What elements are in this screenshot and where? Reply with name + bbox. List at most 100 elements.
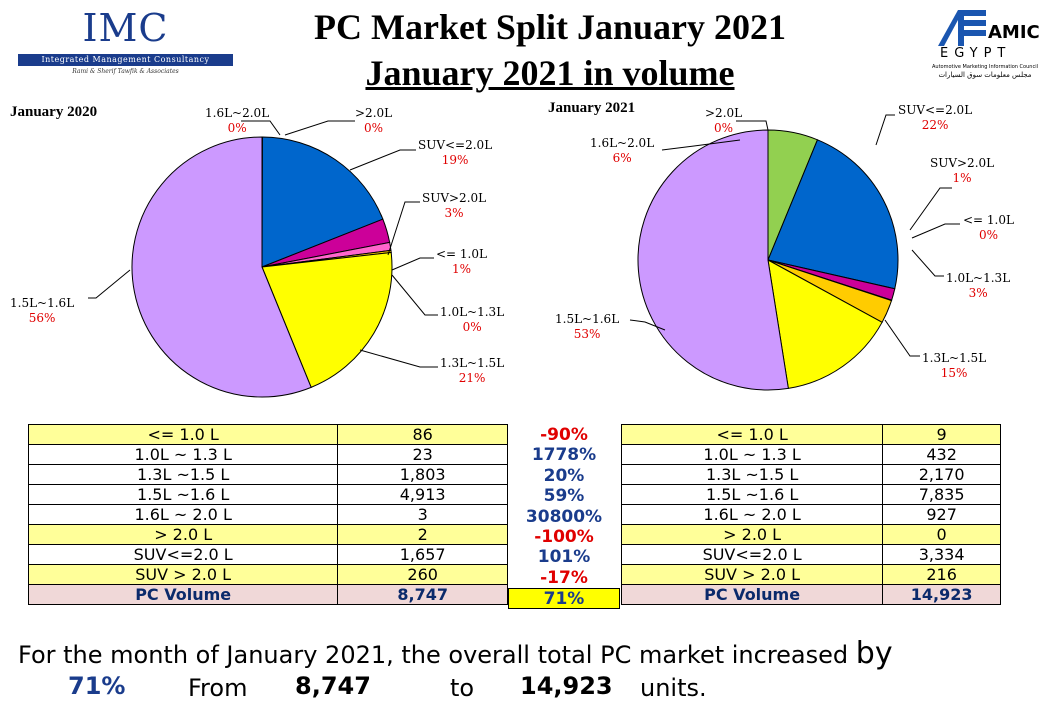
leader-2020-1.6-2.0 [241,120,281,136]
amic-logo: AMIC EGYPT Automotive Marketing Informat… [918,6,1048,82]
value-cell: 0 [882,524,1001,545]
total-value-cell: 14,923 [882,584,1001,605]
leader-2020-suv-gt2.0 [387,201,420,256]
summary-by: by [855,636,893,671]
value-cell: 2,170 [882,464,1001,485]
table-row: <= 1.0 L 86 [27,424,508,445]
page-title-line1: PC Market Split January 2021 [314,7,786,47]
pie-chart-2021 [637,129,899,391]
segment-cell: SUV<=2.0 L [620,544,884,565]
value-cell: 3,334 [882,544,1001,565]
imc-logo-title: IMC [82,6,169,50]
value-cell: 260 [337,564,508,585]
segment-cell: 1.5L ~1.6 L [620,484,884,505]
imc-logo-subtitle: Integrated Management Consultancy [18,54,233,66]
pie-label-2021-suv-gt2.0: SUV>2.0L 1% [930,156,995,185]
leader-2021-le1.0 [911,223,960,239]
segment-cell: > 2.0 L [27,524,339,545]
summary-line1: For the month of January 2021, the overa… [18,636,893,671]
pie-label-2021-suv-le2.0: SUV<=2.0L 22% [898,103,973,132]
segment-cell: > 2.0 L [620,524,884,545]
table-row: 1.5L ~1.6 L 4,913 [27,484,508,505]
value-cell: 4,913 [337,484,508,505]
total-label-cell: PC Volume [27,584,339,605]
summary-from-label: From [188,674,248,702]
pie-label-2021-1.6-2.0: 1.6L~2.0L 6% [590,136,655,165]
value-cell: 216 [882,564,1001,585]
total-change-cell: 71% [508,588,620,609]
change-column: -90% 1778% 20% 59% 30800% -100% 101% -17… [508,425,620,609]
leader-2021-1.6-2.0 [661,139,741,151]
value-cell: 2 [337,524,508,545]
pie-label-2021-1.5-1.6: 1.5L~1.6L 53% [555,312,620,341]
pie-slice-SUV-2.0L [767,139,899,290]
leader-2021-1.3-1.5 [884,319,920,357]
leader-2021-1.5-1.6 [629,319,666,331]
segment-cell: 1.6L ~ 2.0 L [27,504,339,525]
table-row: SUV > 2.0 L 260 [27,564,508,585]
pie-slice-1.3L-1.5L [767,259,883,389]
pie-label-2021-1.3-1.5: 1.3L~1.5L 15% [922,351,987,380]
value-cell: 86 [337,424,508,445]
change-cell: -17% [540,567,588,588]
table-row: 1.0L ~ 1.3 L 432 [620,444,1001,465]
table-total-row: PC Volume 8,747 [27,584,508,605]
pie-charts [88,114,960,398]
leader-2021-1.0-1.3 [911,249,944,277]
change-cell: 20% [543,465,585,486]
table-total-row: PC Volume 14,923 [620,584,1001,605]
segment-cell: 1.3L ~1.5 L [620,464,884,485]
segment-cell: 1.3L ~1.5 L [27,464,339,485]
summary-units: units. [640,674,707,702]
pie-leader-lines [88,114,960,368]
value-cell: 23 [337,444,508,465]
table-row: 1.3L ~1.5 L 2,170 [620,464,1001,485]
pie-label-2020-suv-gt2.0: SUV>2.0L 3% [422,191,487,220]
leader-2020-1.0-1.3 [391,274,438,316]
value-cell: 1,803 [337,464,508,485]
segment-cell: SUV<=2.0 L [27,544,339,565]
table-row: 1.6L ~ 2.0 L 927 [620,504,1001,525]
table-row: SUV > 2.0 L 216 [620,564,1001,585]
change-cell: -90% [540,425,588,445]
imc-logo-tagline: Rami & Sherif Tawfik & Associates [72,68,179,75]
pie-slice-1.5L-1.6L [131,136,312,398]
pie-chart-2020 [131,136,393,398]
table-row: SUV<=2.0 L 3,334 [620,544,1001,565]
leader-2020-le1.0 [391,257,434,271]
amic-logo-mark [938,10,986,46]
pie-label-2020-suv-le2.0: SUV<=2.0L 19% [418,138,493,167]
change-cell: 1778% [531,445,597,466]
leader-2021-suv-gt2.0 [909,187,952,231]
table-row: SUV<=2.0 L 1,657 [27,544,508,565]
change-cell: -100% [534,526,594,547]
value-cell: 927 [882,504,1001,525]
pie-slice-SUV-2.0L [261,136,384,268]
amic-logo-line3: Automotive Marketing Information Council [932,64,1038,70]
page-title-line2: January 2021 in volume [365,53,735,93]
chart-title-2020: January 2020 [10,104,98,120]
pie-slice-1.3L-1.5L [261,251,393,389]
pie-label-2020-le1.0: <= 1.0L 1% [436,247,487,276]
summary-pct: 71% [68,672,126,700]
leader-2020-gt2.0 [284,120,355,136]
total-label-cell: PC Volume [620,584,884,605]
value-cell: 9 [882,424,1001,445]
summary-to-label: to [450,674,475,702]
segment-cell: 1.0L ~ 1.3 L [27,444,339,465]
pie-label-2020-gt2.0: >2.0L 0% [355,106,393,135]
amic-logo-line1: AMIC [988,22,1040,43]
segment-cell: 1.6L ~ 2.0 L [620,504,884,525]
pie-label-2021-gt2.0: >2.0L 0% [705,106,743,135]
summary-to-value: 14,923 [520,672,613,700]
pie-label-2020-1.0-1.3: 1.0L~1.3L 0% [440,305,505,334]
segment-cell: 1.0L ~ 1.3 L [620,444,884,465]
value-cell: 1,657 [337,544,508,565]
leader-2020-1.3-1.5 [359,349,438,368]
amic-logo-line2: EGYPT [940,46,1012,61]
summary-text: For the month of January 2021, the overa… [18,641,849,669]
